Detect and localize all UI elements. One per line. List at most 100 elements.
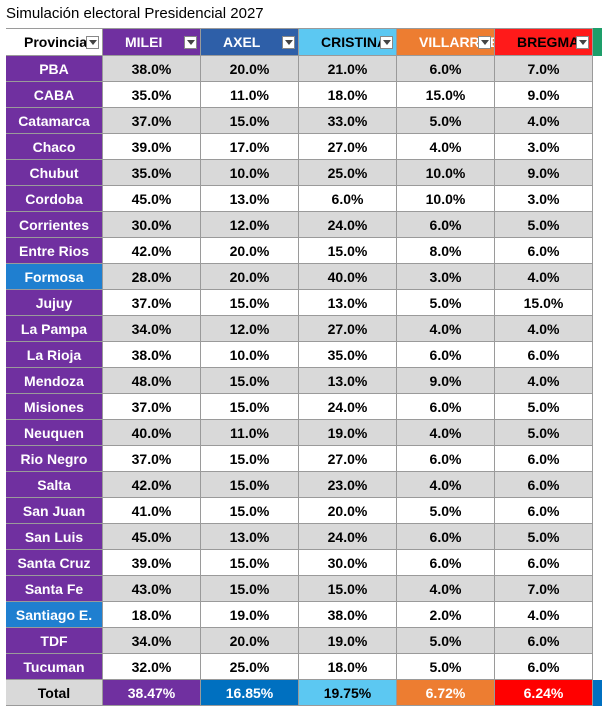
province-cell-text: CABA (33, 86, 75, 103)
value-cell-text: 15.0% (327, 580, 368, 597)
value-cell-text: 13.0% (229, 190, 270, 207)
value-cell-text: 24.0% (327, 528, 368, 545)
value-cell: 15.0% (201, 472, 299, 498)
value-cell: 32.0% (103, 654, 201, 680)
value-cell: 6.0% (495, 446, 593, 472)
value-cell-text: 5.0% (429, 294, 462, 311)
value-cell: 38.0% (103, 342, 201, 368)
value-cell: 12.0% (201, 316, 299, 342)
value-cell: 15.0% (201, 394, 299, 420)
value-cell-text: 15.0% (229, 112, 270, 129)
value-cell-text: 41.0% (131, 502, 172, 519)
value-cell-text: 39.0% (131, 138, 172, 155)
value-cell-text: 34.0% (131, 320, 172, 337)
value-cell: 5.0% (397, 290, 495, 316)
value-cell-text: 6.0% (527, 554, 560, 571)
value-cell-text: 6.0% (527, 346, 560, 363)
value-cell: 11.0% (201, 82, 299, 108)
value-cell: 35.0% (299, 342, 397, 368)
column-header: VILLARRUE (397, 28, 495, 56)
value-cell-text: 10.0% (425, 164, 466, 181)
value-cell-text: 4.0% (429, 320, 462, 337)
filter-button[interactable] (282, 36, 295, 49)
filter-button[interactable] (576, 36, 589, 49)
value-cell-text: 6.0% (527, 502, 560, 519)
value-cell: 37.0% (103, 290, 201, 316)
value-cell: 6.0% (495, 238, 593, 264)
province-cell: Salta (6, 472, 103, 498)
total-cell-text: Total (37, 684, 71, 701)
next-column (593, 28, 602, 56)
total-cell-text: 19.75% (323, 684, 372, 701)
value-cell: 39.0% (103, 550, 201, 576)
value-cell: 23.0% (299, 472, 397, 498)
value-cell-text: 17.0% (229, 138, 270, 155)
filter-button[interactable] (380, 36, 393, 49)
value-cell-text: 20.0% (229, 268, 270, 285)
value-cell: 15.0% (201, 498, 299, 524)
total-cell: 6.72% (397, 680, 495, 706)
total-cell-text: 6.24% (523, 684, 564, 701)
value-cell-text: 6.0% (527, 450, 560, 467)
value-cell: 15.0% (495, 290, 593, 316)
value-cell-text: 35.0% (131, 164, 172, 181)
total-cell-text: 6.72% (425, 684, 466, 701)
value-cell: 20.0% (201, 56, 299, 82)
value-cell: 27.0% (299, 446, 397, 472)
value-cell: 15.0% (201, 108, 299, 134)
province-cell-text: Santa Fe (24, 580, 84, 597)
province-cell-text: Formosa (24, 268, 84, 285)
value-cell: 18.0% (103, 602, 201, 628)
province-cell: Tucuman (6, 654, 103, 680)
province-cell-text: Salta (37, 476, 71, 493)
value-cell: 15.0% (201, 550, 299, 576)
value-cell: 6.0% (397, 550, 495, 576)
value-cell: 40.0% (299, 264, 397, 290)
value-cell-text: 30.0% (131, 216, 172, 233)
value-cell: 6.0% (495, 654, 593, 680)
value-cell-text: 25.0% (327, 164, 368, 181)
value-cell: 15.0% (201, 368, 299, 394)
column-header: Provincia (6, 28, 103, 56)
value-cell: 10.0% (397, 160, 495, 186)
value-cell-text: 5.0% (429, 112, 462, 129)
filter-button[interactable] (478, 36, 491, 49)
province-cell: Chaco (6, 134, 103, 160)
value-cell-text: 19.0% (327, 424, 368, 441)
value-cell: 5.0% (495, 212, 593, 238)
filter-button[interactable] (184, 36, 197, 49)
value-cell-text: 4.0% (527, 320, 560, 337)
value-cell: 5.0% (495, 394, 593, 420)
value-cell-text: 35.0% (131, 86, 172, 103)
value-cell: 27.0% (299, 134, 397, 160)
value-cell-text: 15.0% (229, 398, 270, 415)
value-cell-text: 20.0% (327, 502, 368, 519)
filter-button[interactable] (86, 36, 99, 49)
value-cell: 41.0% (103, 498, 201, 524)
value-cell: 37.0% (103, 394, 201, 420)
value-cell-text: 9.0% (527, 86, 560, 103)
value-cell-text: 15.0% (425, 86, 466, 103)
value-cell: 19.0% (299, 420, 397, 446)
province-cell: Formosa (6, 264, 103, 290)
value-cell: 13.0% (299, 368, 397, 394)
province-cell-text: Catamarca (18, 112, 90, 129)
value-cell: 21.0% (299, 56, 397, 82)
value-cell: 6.0% (397, 56, 495, 82)
value-cell-text: 6.0% (429, 450, 462, 467)
value-cell: 5.0% (495, 524, 593, 550)
value-cell-text: 15.0% (229, 294, 270, 311)
total-cell: Total (6, 680, 103, 706)
province-cell-text: Misiones (24, 398, 84, 415)
value-cell-text: 38.0% (131, 346, 172, 363)
province-cell-text: Neuquen (24, 424, 84, 441)
province-cell-text: La Pampa (20, 320, 88, 337)
value-cell-text: 15.0% (229, 502, 270, 519)
value-cell-text: 34.0% (131, 632, 172, 649)
value-cell-text: 32.0% (131, 658, 172, 675)
province-cell: CABA (6, 82, 103, 108)
value-cell: 6.0% (397, 446, 495, 472)
value-cell-text: 5.0% (527, 398, 560, 415)
province-cell-text: Chaco (32, 138, 76, 155)
value-cell: 33.0% (299, 108, 397, 134)
